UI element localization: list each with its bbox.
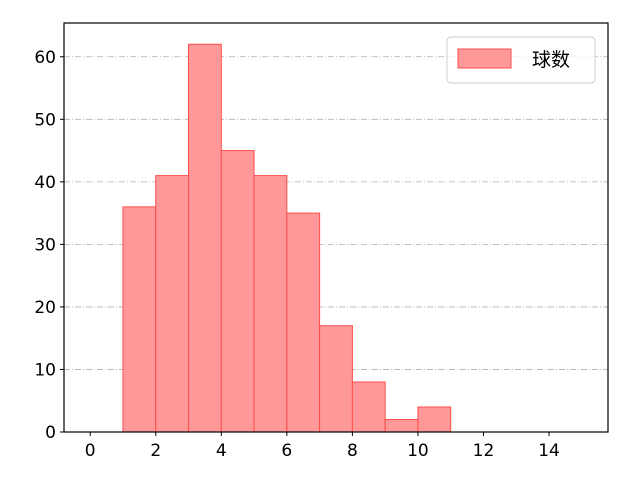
histogram-bar (122, 206, 157, 433)
histogram-bar (351, 381, 386, 433)
legend-label: 球数 (532, 49, 570, 71)
y-tick-label: 30 (34, 235, 56, 255)
histogram-bar (155, 175, 190, 433)
x-tick-label: 10 (407, 441, 429, 461)
y-tick-label: 10 (34, 360, 56, 380)
y-tick-label: 50 (34, 110, 56, 130)
x-tick-label: 12 (473, 441, 495, 461)
x-tick-label: 0 (85, 441, 96, 461)
x-tick-label: 14 (538, 441, 560, 461)
y-tick-label: 40 (34, 173, 56, 193)
x-tick-label: 8 (347, 441, 358, 461)
histogram-bar (253, 175, 288, 433)
y-tick-label: 0 (45, 423, 56, 443)
histogram-bar (188, 43, 222, 433)
plot-frame (63, 22, 609, 433)
x-axis: 0 2 4 6 8 10 12 14 (85, 432, 560, 461)
x-tick-label: 6 (281, 441, 292, 461)
y-tick-label: 20 (34, 298, 56, 318)
histogram-bar (220, 150, 255, 433)
x-tick-label: 4 (216, 441, 227, 461)
histogram-bar (384, 418, 419, 433)
histogram-bar (319, 325, 353, 433)
legend: 球数 (446, 36, 596, 84)
histogram-bar (417, 406, 452, 433)
x-tick-label: 2 (150, 441, 161, 461)
legend-swatch (457, 48, 512, 69)
y-axis: 0 10 20 30 40 50 60 (34, 48, 64, 443)
bars (122, 43, 452, 433)
y-tick-label: 60 (34, 48, 56, 68)
histogram-bar (286, 212, 321, 433)
